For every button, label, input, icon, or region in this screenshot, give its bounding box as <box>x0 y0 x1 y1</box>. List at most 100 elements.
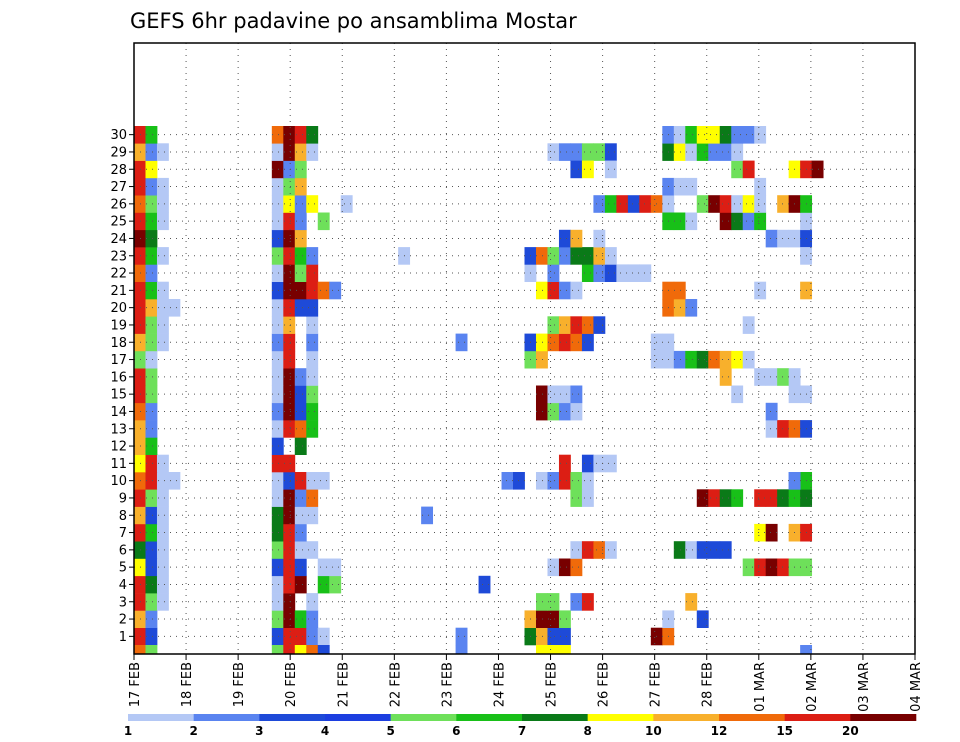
heatmap-cell <box>673 143 686 161</box>
heatmap-cell <box>673 281 686 300</box>
heatmap-cell <box>145 593 158 611</box>
heatmap-cell <box>134 177 146 196</box>
heatmap-cell <box>134 575 146 594</box>
heatmap-cell <box>731 143 744 161</box>
heatmap-cell <box>134 558 146 577</box>
y-tick-label: 7 <box>119 526 127 541</box>
heatmap-cell <box>627 264 640 282</box>
heatmap-cell <box>719 212 732 231</box>
heatmap-cell <box>156 523 169 542</box>
heatmap-cell <box>604 195 617 213</box>
heatmap-cell <box>294 299 307 317</box>
legend-swatch <box>193 714 260 721</box>
legend-label: 10 <box>645 724 662 738</box>
heatmap-cell <box>145 437 158 455</box>
heatmap-cell <box>271 627 284 646</box>
heatmap-cell <box>134 333 146 352</box>
heatmap-cell <box>685 212 698 231</box>
heatmap-cell <box>616 195 629 213</box>
y-tick-label: 12 <box>110 440 127 455</box>
heatmap-cell <box>145 610 158 628</box>
heatmap-cell <box>145 299 158 317</box>
heatmap-cell <box>581 264 594 282</box>
heatmap-cell <box>134 299 146 317</box>
x-tick-label: 27 FEB <box>649 662 664 707</box>
heatmap-cell <box>317 645 330 655</box>
heatmap-cell <box>283 195 296 213</box>
heatmap-cell <box>294 126 307 144</box>
heatmap-cell <box>306 333 319 352</box>
legend-swatch <box>456 714 523 721</box>
legend-swatch <box>784 714 851 721</box>
heatmap-cell <box>283 126 296 144</box>
heatmap-cell <box>570 143 583 161</box>
heatmap-cell <box>271 368 284 386</box>
legend-swatch <box>128 714 194 721</box>
heatmap-cell <box>673 299 686 317</box>
heatmap-cell <box>558 610 571 628</box>
heatmap-cell <box>283 264 296 282</box>
legend-swatch <box>719 714 785 721</box>
heatmap-cell <box>742 126 755 144</box>
heatmap-cell <box>696 126 709 144</box>
heatmap-cell <box>754 126 767 144</box>
heatmap-cell <box>547 316 560 334</box>
heatmap-cell <box>696 143 709 161</box>
heatmap-cell <box>134 212 146 231</box>
heatmap-cell <box>765 489 778 507</box>
x-tick-label: 23 FEB <box>440 662 455 707</box>
x-tick-label: 19 FEB <box>232 662 247 707</box>
heatmap-cell <box>283 350 296 369</box>
heatmap-cell <box>294 437 307 455</box>
heatmap-cell <box>283 575 296 594</box>
heatmap-cell <box>283 229 296 248</box>
heatmap-cell <box>271 247 284 265</box>
heatmap-cell <box>570 316 583 334</box>
heatmap-cell <box>156 299 169 317</box>
heatmap-cell <box>145 627 158 646</box>
heatmap-cell <box>134 350 146 369</box>
heatmap-cell <box>742 160 755 179</box>
heatmap-cell <box>306 402 319 421</box>
heatmap-cell <box>581 316 594 334</box>
legend-label: 8 <box>583 724 591 738</box>
heatmap-cell <box>306 264 319 282</box>
heatmap-cell <box>604 454 617 473</box>
heatmap-cell <box>134 472 146 490</box>
heatmap-cell <box>283 506 296 525</box>
y-tick-label: 26 <box>110 197 127 212</box>
heatmap-cell <box>685 143 698 161</box>
heatmap-cell <box>306 506 319 525</box>
heatmap-cell <box>673 177 686 196</box>
heatmap-cell <box>547 281 560 300</box>
heatmap-cell <box>271 195 284 213</box>
y-tick-label: 15 <box>110 388 127 403</box>
heatmap-cell <box>593 454 606 473</box>
heatmap-cell <box>294 506 307 525</box>
heatmap-cell <box>501 472 514 490</box>
heatmap-cell <box>535 645 548 655</box>
heatmap-cell <box>271 177 284 196</box>
heatmap-cell <box>271 437 284 455</box>
heatmap-cell <box>535 610 548 628</box>
heatmap-cell <box>742 212 755 231</box>
x-tick-label: 28 FEB <box>701 662 716 707</box>
legend-label: 12 <box>711 724 728 738</box>
color-legend: 1 2 3 4 5 6 7 8 10 12 15 20 <box>124 714 917 738</box>
heatmap-cell <box>306 472 319 490</box>
heatmap-cell <box>777 229 790 248</box>
x-tick-label: 24 FEB <box>492 662 507 707</box>
heatmap-cell <box>777 420 790 438</box>
heatmap-cell <box>685 593 698 611</box>
heatmap-cell <box>696 489 709 507</box>
heatmap-cell <box>294 177 307 196</box>
heatmap-cell <box>271 575 284 594</box>
heatmap-cell <box>156 212 169 231</box>
heatmap-cell <box>558 143 571 161</box>
heatmap-cell <box>317 212 330 231</box>
heatmap-cell <box>145 195 158 213</box>
heatmap-cell <box>145 333 158 352</box>
heatmap-cell <box>283 177 296 196</box>
heatmap-cell <box>145 558 158 577</box>
heatmap-cell <box>731 160 744 179</box>
